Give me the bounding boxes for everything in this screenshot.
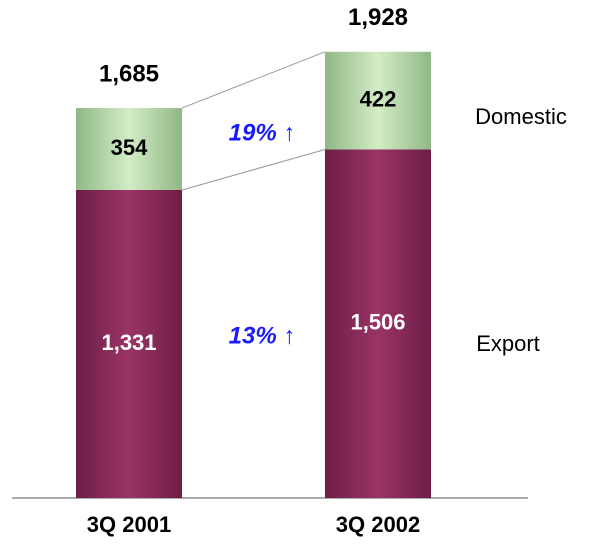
value-label: 354	[111, 135, 148, 160]
total-label: 1,685	[99, 60, 159, 87]
connector	[181, 148, 326, 191]
x-tick-label: 3Q 2001	[87, 512, 171, 537]
value-label: 1,506	[350, 310, 405, 335]
legend-label: Export	[476, 331, 540, 356]
bar-segment	[325, 51, 431, 150]
bar-segment	[76, 189, 182, 498]
total-label: 1,928	[348, 4, 408, 31]
annotation: 19% ↑	[229, 119, 296, 146]
legend-label: Domestic	[475, 104, 567, 129]
bar-segment	[76, 108, 182, 190]
value-label: 1,331	[101, 330, 156, 355]
annotation: 13% ↑	[229, 322, 296, 349]
connector	[181, 51, 326, 109]
value-label: 422	[360, 86, 397, 111]
bar-segment	[325, 149, 431, 498]
x-tick-label: 3Q 2002	[336, 512, 420, 537]
